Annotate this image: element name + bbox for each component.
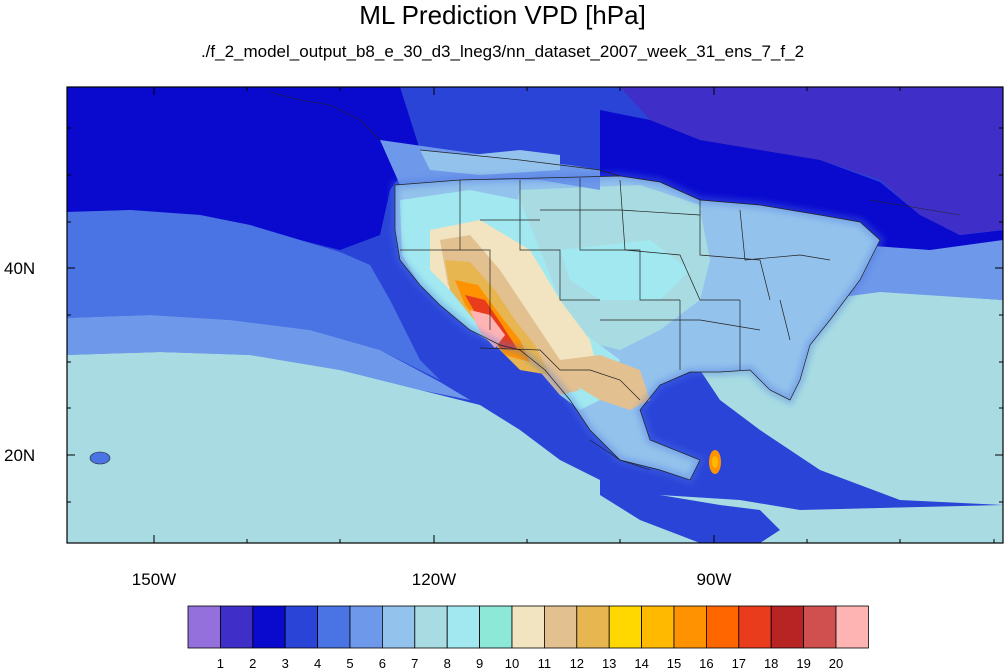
colorbar-swatch: [608, 605, 643, 649]
light-pacific-band: [67, 315, 470, 400]
map-subtitle: ./f_2_model_output_b8_e_30_d3_lneg3/nn_d…: [200, 42, 805, 61]
canada-bc: [420, 150, 560, 175]
colorbar-swatch: [544, 605, 578, 649]
colorbar-label: 1: [217, 656, 224, 671]
colorbar-label: 19: [796, 656, 810, 671]
lat-label-20n: 20N: [4, 446, 36, 465]
lon-label-150w: 150W: [131, 570, 177, 589]
hawaii: [90, 452, 110, 464]
colorbar-swatch: [252, 605, 286, 649]
colorbar-swatch: [770, 605, 805, 649]
map-field: [67, 87, 1003, 543]
colorbar-label: 2: [249, 656, 256, 671]
borders: [394, 149, 881, 481]
colorbar-label: 6: [379, 656, 386, 671]
colorbar-swatch: [317, 605, 351, 649]
colorbar-swatch: [835, 605, 869, 649]
colorbar-label: 12: [570, 656, 584, 671]
colorbar-swatch: [284, 605, 319, 649]
mexico-tan: [560, 355, 650, 410]
colorbar-label: 20: [829, 656, 843, 671]
colorbar-label: 18: [764, 656, 778, 671]
colorbar-label: 14: [634, 656, 648, 671]
colorbar-label: 16: [699, 656, 713, 671]
colorbar-label: 11: [538, 656, 552, 671]
colorbar-label: 3: [282, 656, 289, 671]
colorbar-swatch: [414, 605, 448, 649]
colorbar-swatch: [576, 605, 610, 649]
colorbar-swatch: [706, 605, 740, 649]
west-peak: [470, 310, 505, 348]
colorbar-swatch: [738, 605, 772, 649]
colorbar-swatch: [219, 605, 254, 649]
colorbar-label: 10: [505, 656, 519, 671]
colorbar-swatch: [187, 605, 221, 649]
colorbar-swatch: [479, 605, 513, 649]
plains-cyan: [560, 240, 690, 300]
colorbar: 1 2 3 4 5 6 7 8 9 10 11 12 13 14 15 16 17 18 19 20: [187, 605, 869, 671]
lon-label-90w: 90W: [696, 570, 732, 589]
colorbar-swatch: [641, 605, 675, 649]
north-pacific-deep: [67, 87, 420, 250]
lon-label-120w: 120W: [411, 570, 457, 589]
colorbar-label: 9: [476, 656, 483, 671]
colorbar-swatch: [673, 605, 707, 649]
colorbar-label: 17: [732, 656, 746, 671]
colorbar-swatch: [803, 605, 837, 649]
ticks: [67, 87, 1003, 543]
colorbar-swatch: [511, 605, 545, 649]
colorbar-label: 8: [444, 656, 451, 671]
colorbar-label: 7: [411, 656, 418, 671]
lat-label-40n: 40N: [4, 259, 36, 278]
colorbar-label: 5: [346, 656, 353, 671]
colorbar-label: 13: [602, 656, 616, 671]
colorbar-label: 4: [314, 656, 321, 671]
subtropical-pacific: [67, 352, 1003, 543]
canada-north: [620, 87, 1003, 235]
central-america: [600, 470, 780, 543]
colorbar-label: 15: [667, 656, 681, 671]
coastlines: [89, 91, 961, 471]
mid-pacific-band: [67, 210, 440, 380]
colorbar-swatch: [446, 605, 481, 649]
map-title: ML Prediction VPD [hPa]: [359, 0, 646, 30]
colorbar-swatch: [349, 605, 383, 649]
colorbar-swatch: [381, 605, 416, 649]
